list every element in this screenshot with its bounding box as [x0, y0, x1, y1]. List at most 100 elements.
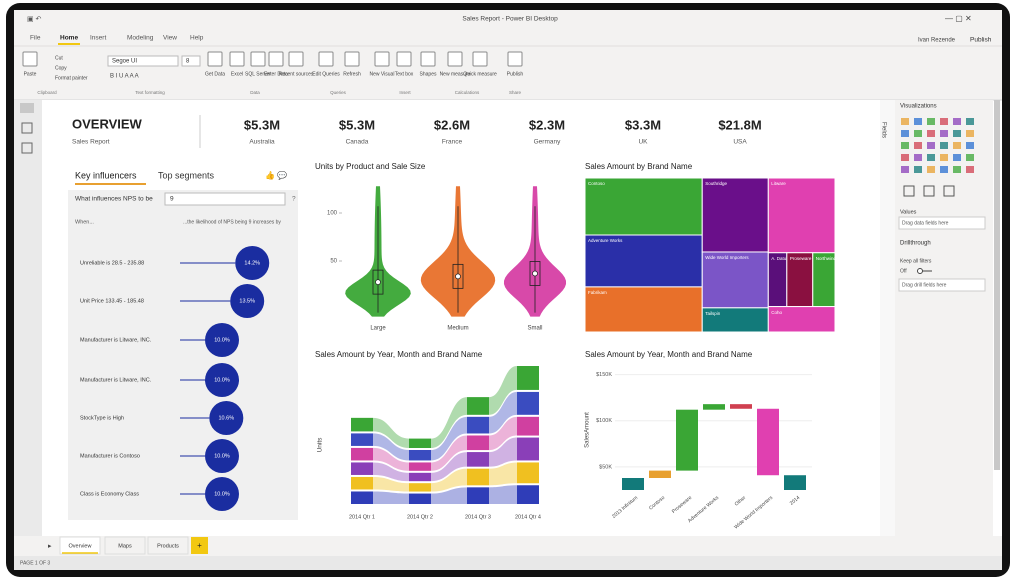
ribbon-icon[interactable]: [229, 51, 245, 67]
treemap-tile[interactable]: [701, 251, 769, 309]
page-nav-arrow[interactable]: ▸: [48, 543, 52, 550]
help-icon[interactable]: ?: [292, 196, 296, 203]
ribbon-bar[interactable]: [467, 487, 489, 504]
ribbon-bar[interactable]: [351, 491, 373, 504]
ribbon-bar[interactable]: [467, 452, 489, 467]
fields-pane-label[interactable]: Fields: [880, 122, 886, 138]
visual-icon[interactable]: [940, 142, 948, 149]
ribbon-icon[interactable]: [250, 51, 266, 67]
waterfall-bar[interactable]: [730, 404, 752, 409]
ribbon-bar[interactable]: [351, 462, 373, 475]
add-page-button[interactable]: [191, 537, 208, 554]
influencer-bubble[interactable]: [205, 323, 239, 357]
visual-icon[interactable]: [953, 118, 961, 125]
ribbon-bar[interactable]: [517, 437, 539, 461]
visual-icon[interactable]: [901, 154, 909, 161]
ribbon-tab[interactable]: Insert: [90, 35, 106, 42]
visual-icon[interactable]: [914, 142, 922, 149]
ribbon-bar[interactable]: [467, 435, 489, 451]
ribbon-icon[interactable]: [420, 51, 436, 67]
ribbon-bar[interactable]: [517, 416, 539, 436]
window-controls[interactable]: — ▢ ✕: [945, 14, 972, 23]
visual-icon[interactable]: [966, 130, 974, 137]
waterfall-bar[interactable]: [676, 409, 698, 471]
feedback-icons[interactable]: 👍 💬: [265, 170, 287, 180]
waterfall-bar[interactable]: [757, 408, 779, 476]
data-view-icon[interactable]: [21, 122, 33, 134]
treemap-tile[interactable]: [767, 177, 836, 254]
fields-collapsed[interactable]: [880, 100, 895, 536]
size-box[interactable]: [181, 55, 201, 67]
visual-icon[interactable]: [914, 166, 922, 173]
visual-icon[interactable]: [927, 142, 935, 149]
ribbon-bar[interactable]: [409, 462, 431, 471]
ribbon-button[interactable]: Format painter: [55, 75, 88, 81]
visual-icon[interactable]: [901, 130, 909, 137]
visual-icon[interactable]: [953, 154, 961, 161]
ribbon-bar[interactable]: [351, 447, 373, 461]
visual-icon[interactable]: [914, 154, 922, 161]
report-view-icon[interactable]: [20, 103, 34, 113]
waterfall-bar[interactable]: [784, 475, 806, 490]
treemap-tile[interactable]: [584, 177, 703, 236]
ribbon-icon[interactable]: [344, 51, 360, 67]
page-tab[interactable]: [104, 536, 146, 555]
ribbon-bar[interactable]: [517, 462, 539, 484]
waterfall-bar[interactable]: [622, 478, 644, 490]
influencer-bubble[interactable]: [235, 246, 270, 280]
visual-icon[interactable]: [927, 166, 935, 173]
visual-icon[interactable]: [927, 130, 935, 137]
influencer-bubble[interactable]: [230, 284, 265, 318]
scrollbar[interactable]: [994, 100, 1000, 470]
treemap-tile[interactable]: [786, 252, 814, 308]
visual-icon[interactable]: [966, 166, 974, 173]
ribbon-bar[interactable]: [517, 366, 539, 390]
treemap-tile[interactable]: [701, 177, 769, 253]
ribbon-bar[interactable]: [517, 391, 539, 415]
font-box[interactable]: [107, 55, 179, 67]
ribbon-icon[interactable]: [318, 51, 334, 67]
influencer-bubble[interactable]: [205, 439, 239, 473]
visual-icon[interactable]: [901, 166, 909, 173]
ribbon-icon[interactable]: [507, 51, 523, 67]
visual-icon[interactable]: [966, 154, 974, 161]
visual-icon[interactable]: [940, 130, 948, 137]
ribbon-bar[interactable]: [351, 476, 373, 490]
visual-icon[interactable]: [953, 130, 961, 137]
visual-icon[interactable]: [901, 142, 909, 149]
ribbon-icon[interactable]: [22, 51, 38, 67]
influencer-bubble[interactable]: [205, 363, 239, 397]
visual-icon[interactable]: [940, 154, 948, 161]
ribbon-icon[interactable]: [288, 51, 304, 67]
ribbon-bar[interactable]: [409, 483, 431, 492]
drop-well[interactable]: [898, 216, 986, 230]
pane-tool-icon[interactable]: [903, 185, 915, 197]
ribbon-tab[interactable]: Modeling: [127, 35, 154, 42]
visual-icon[interactable]: [914, 130, 922, 137]
visual-icon[interactable]: [953, 166, 961, 173]
visual-icon[interactable]: [966, 118, 974, 125]
visual-icon[interactable]: [940, 166, 948, 173]
ribbon-bar[interactable]: [409, 472, 431, 482]
model-view-icon[interactable]: [21, 142, 33, 154]
ribbon-bar[interactable]: [467, 397, 489, 415]
treemap-tile[interactable]: [767, 306, 836, 333]
ribbon-bar[interactable]: [467, 416, 489, 434]
pane-tool-icon[interactable]: [923, 185, 935, 197]
ribbon-tab[interactable]: File: [30, 35, 41, 42]
ribbon-bar[interactable]: [409, 438, 431, 448]
ribbon-bar[interactable]: [351, 433, 373, 446]
page-tab[interactable]: [59, 536, 101, 555]
format-buttons[interactable]: B I U A A A: [110, 74, 139, 80]
ribbon-button[interactable]: Cut: [55, 55, 63, 61]
waterfall-bar[interactable]: [703, 404, 725, 410]
influencer-tab[interactable]: Key influencers: [75, 170, 137, 180]
ribbon-icon[interactable]: [207, 51, 223, 67]
ribbon-icon[interactable]: [268, 51, 284, 67]
influencer-bubble[interactable]: [209, 401, 244, 435]
answer-dropdown[interactable]: [164, 192, 286, 206]
visual-icon[interactable]: [927, 154, 935, 161]
ribbon-bar[interactable]: [409, 493, 431, 504]
influencer-tab[interactable]: Top segments: [158, 170, 215, 180]
ribbon-tab[interactable]: Help: [190, 35, 204, 42]
